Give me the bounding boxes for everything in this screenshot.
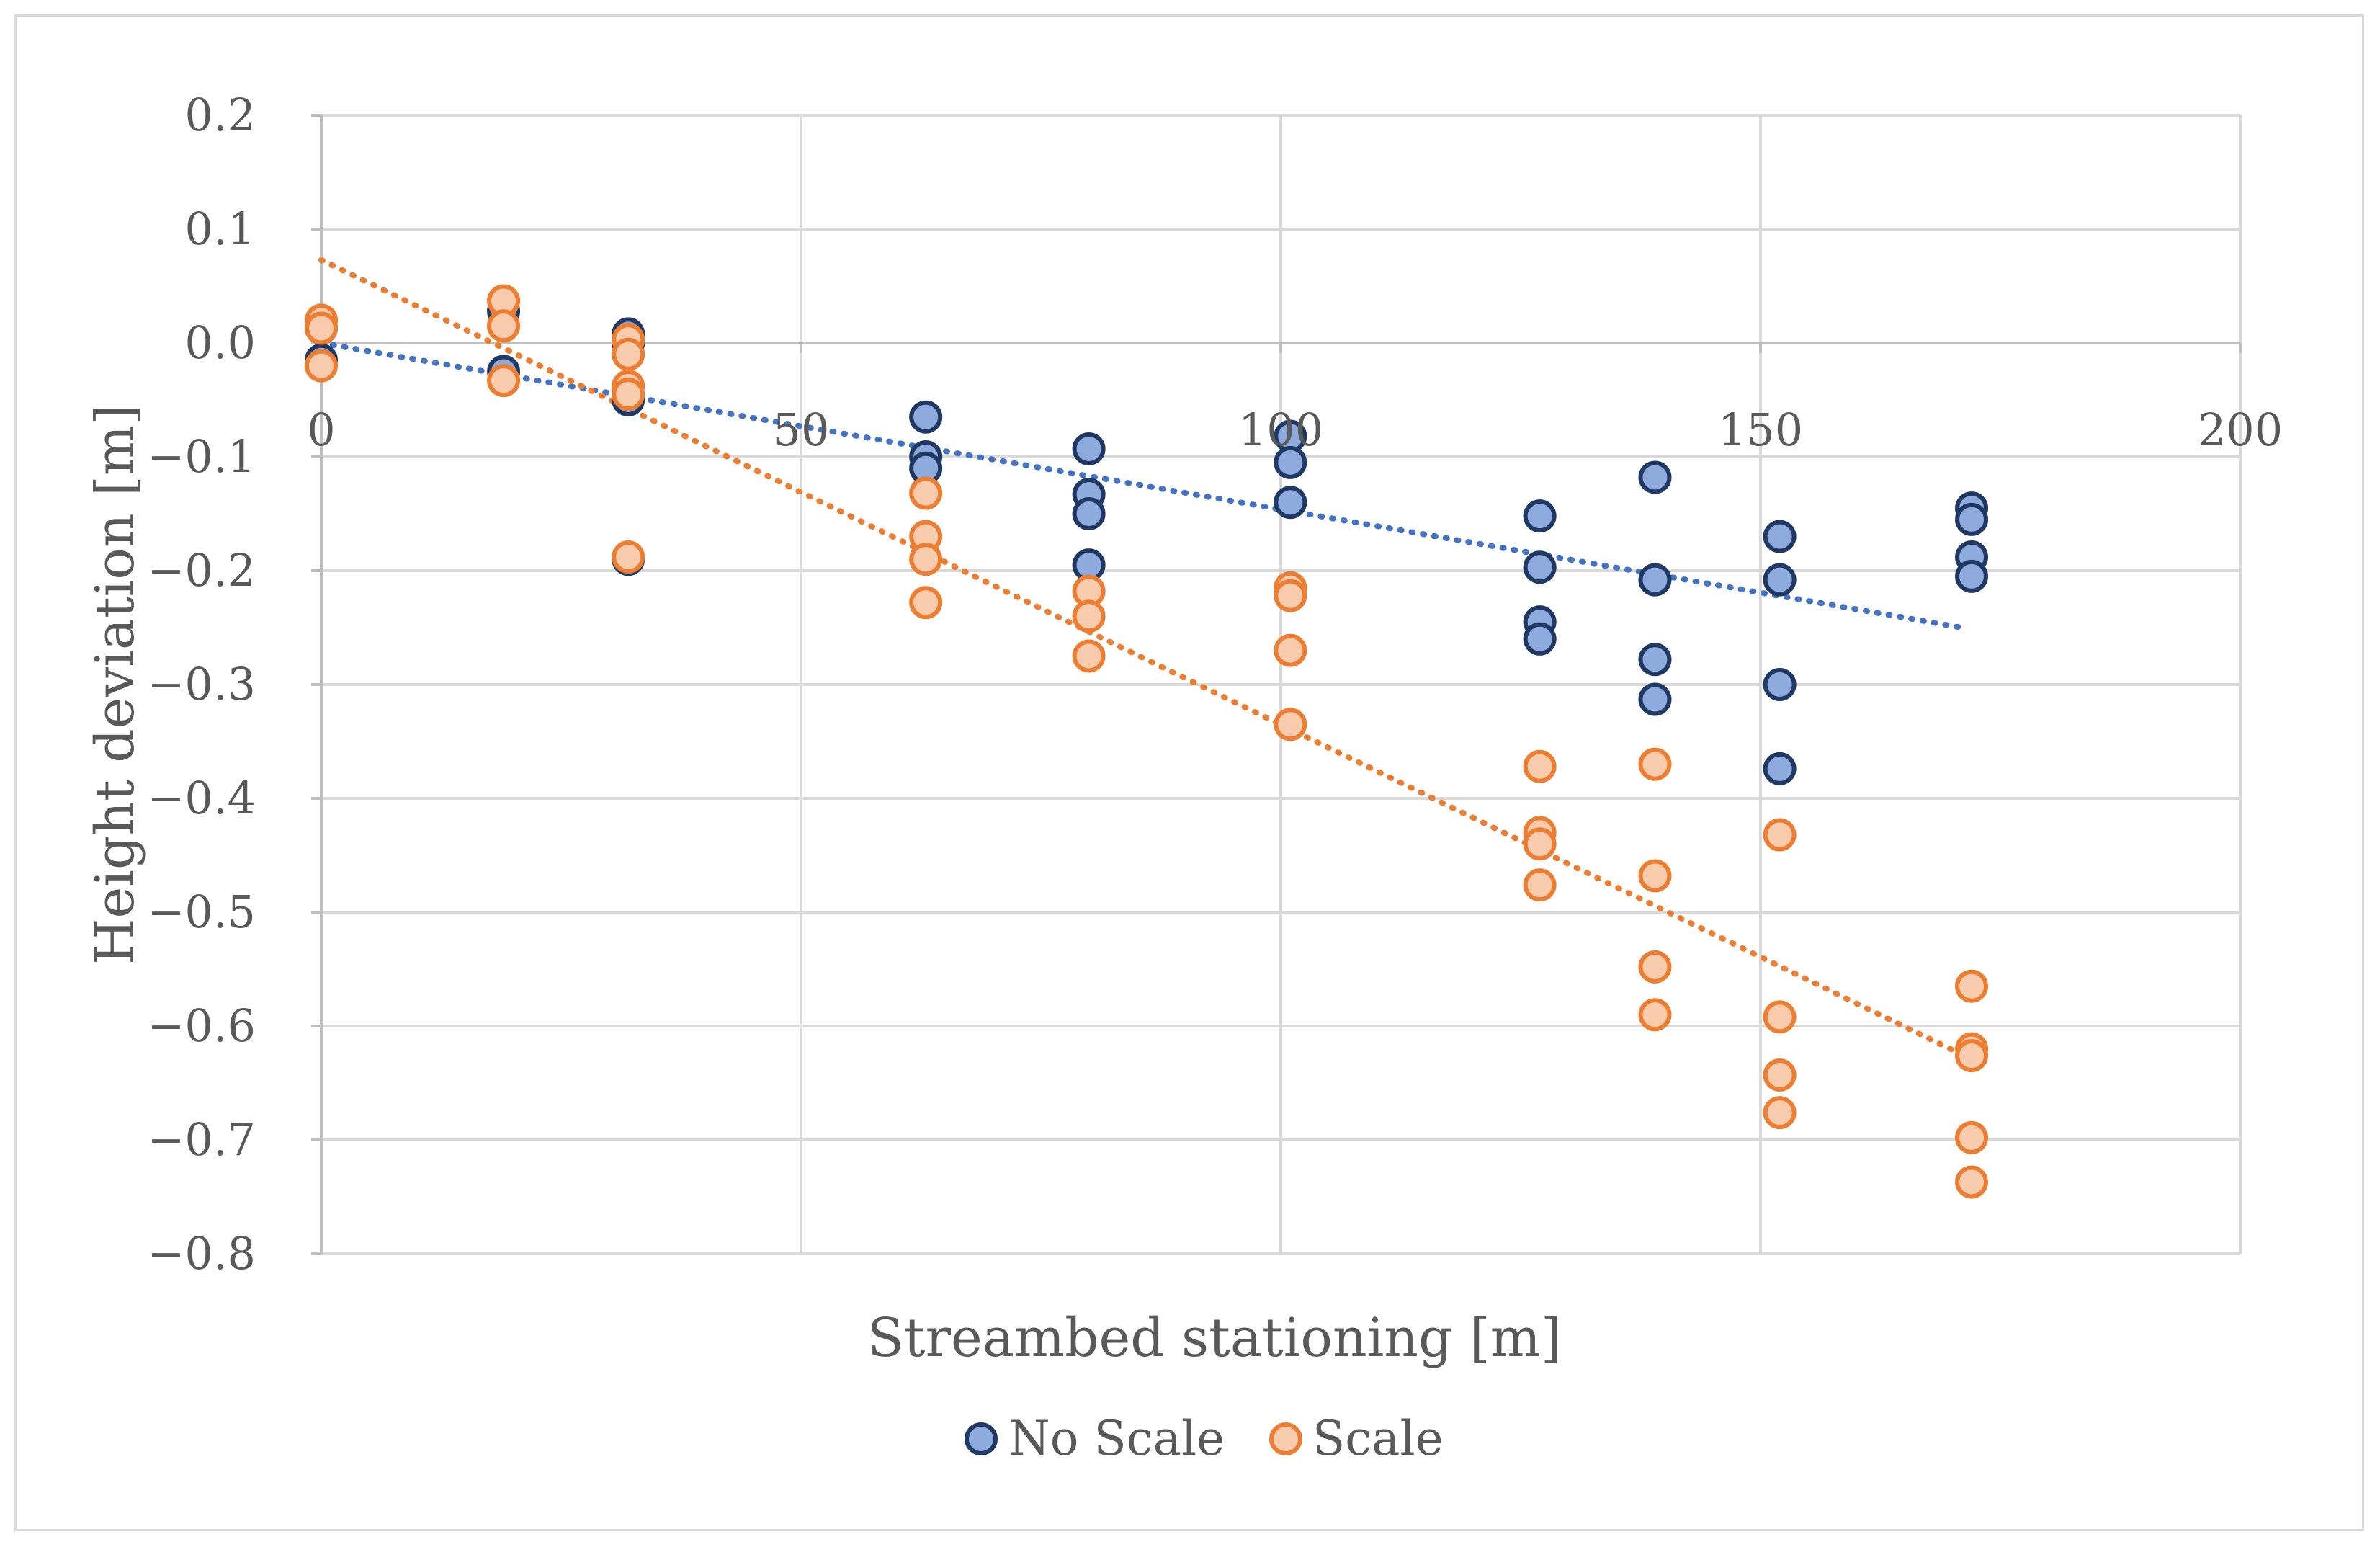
y-tick-label: −0.7: [147, 1113, 256, 1166]
point-scale: [909, 543, 943, 576]
point-no-scale: [1523, 499, 1557, 533]
point-scale: [1763, 1000, 1797, 1034]
y-tick-label: 0.2: [184, 89, 256, 141]
point-no-scale: [1955, 502, 1989, 536]
legend-label-no-scale: No Scale: [1008, 1411, 1225, 1466]
point-no-scale: [1072, 497, 1106, 530]
data-points: [305, 284, 1989, 1199]
point-scale: [1638, 998, 1672, 1032]
x-tick-label: 200: [2198, 404, 2283, 456]
y-tick-label: −0.4: [147, 772, 256, 824]
point-scale: [1274, 708, 1307, 741]
point-no-scale: [1763, 563, 1797, 597]
legend-marker-no-scale: [965, 1422, 998, 1455]
point-scale: [1523, 868, 1557, 902]
point-scale: [1638, 859, 1672, 893]
point-scale: [1763, 1096, 1797, 1130]
point-scale: [1763, 818, 1797, 852]
point-scale: [612, 378, 645, 411]
point-scale: [487, 309, 521, 343]
point-no-scale: [1523, 550, 1557, 584]
y-tick-label: 0.0: [184, 316, 256, 369]
trendlines: [318, 257, 1965, 1058]
point-scale: [1955, 1120, 1989, 1154]
point-scale: [1274, 579, 1307, 612]
point-no-scale: [1274, 486, 1307, 520]
point-no-scale: [1638, 682, 1672, 716]
point-scale: [1955, 969, 1989, 1003]
point-scale: [1523, 749, 1557, 783]
point-scale: [612, 337, 645, 371]
x-tick-label: 150: [1718, 404, 1803, 456]
point-no-scale: [1638, 460, 1672, 494]
point-no-scale: [909, 400, 943, 434]
legend-label-scale: Scale: [1312, 1411, 1444, 1466]
x-axis-title: Streambed stationing [m]: [867, 1307, 1562, 1369]
y-tick-label: −0.1: [147, 430, 256, 483]
point-scale: [305, 349, 338, 383]
point-scale: [1638, 747, 1672, 781]
point-scale: [1274, 633, 1307, 667]
point-scale: [1955, 1039, 1989, 1073]
point-scale: [487, 364, 521, 398]
point-scale: [305, 311, 338, 345]
point-no-scale: [1523, 622, 1557, 656]
point-scale: [1523, 827, 1557, 861]
tick-labels: 0.2 0.1 0.0 −0.1 −0.2 −0.3 −0.4 −0.5 −0.6 −0.7 −0.…: [147, 89, 2283, 1280]
chart-frame: [14, 14, 2364, 1531]
point-scale: [909, 586, 943, 620]
point-no-scale: [1072, 432, 1106, 465]
point-scale: [1072, 599, 1106, 633]
y-tick-label: −0.5: [147, 886, 256, 938]
y-axis-title: Height deviation [m]: [84, 404, 146, 965]
x-tick-label: 0: [307, 404, 335, 456]
legend-marker-scale: [1269, 1422, 1302, 1455]
y-tick-label: −0.6: [147, 999, 256, 1052]
point-no-scale: [1274, 445, 1307, 479]
x-tick-label: 100: [1238, 404, 1323, 456]
legend: No Scale Scale: [965, 1411, 1444, 1466]
trendline-scale: [318, 257, 1965, 1058]
point-scale: [612, 540, 645, 574]
grid-lines: [320, 114, 2242, 1255]
y-tick-label: −0.2: [147, 544, 256, 597]
x-tick-label: 50: [773, 404, 830, 456]
y-tick-label: −0.3: [147, 658, 256, 710]
point-no-scale: [1638, 643, 1672, 677]
point-scale: [909, 476, 943, 510]
point-scale: [1072, 639, 1106, 673]
y-tick-label: 0.1: [184, 202, 256, 255]
point-no-scale: [1763, 520, 1797, 553]
point-scale: [1955, 1165, 1989, 1199]
trendline-no-scale: [318, 340, 1965, 630]
point-no-scale: [1955, 559, 1989, 593]
point-scale: [1638, 950, 1672, 984]
point-no-scale: [1638, 563, 1672, 597]
y-tick-label: −0.8: [147, 1227, 256, 1280]
point-no-scale: [1763, 752, 1797, 785]
point-scale: [1763, 1058, 1797, 1092]
point-no-scale: [1763, 668, 1797, 701]
